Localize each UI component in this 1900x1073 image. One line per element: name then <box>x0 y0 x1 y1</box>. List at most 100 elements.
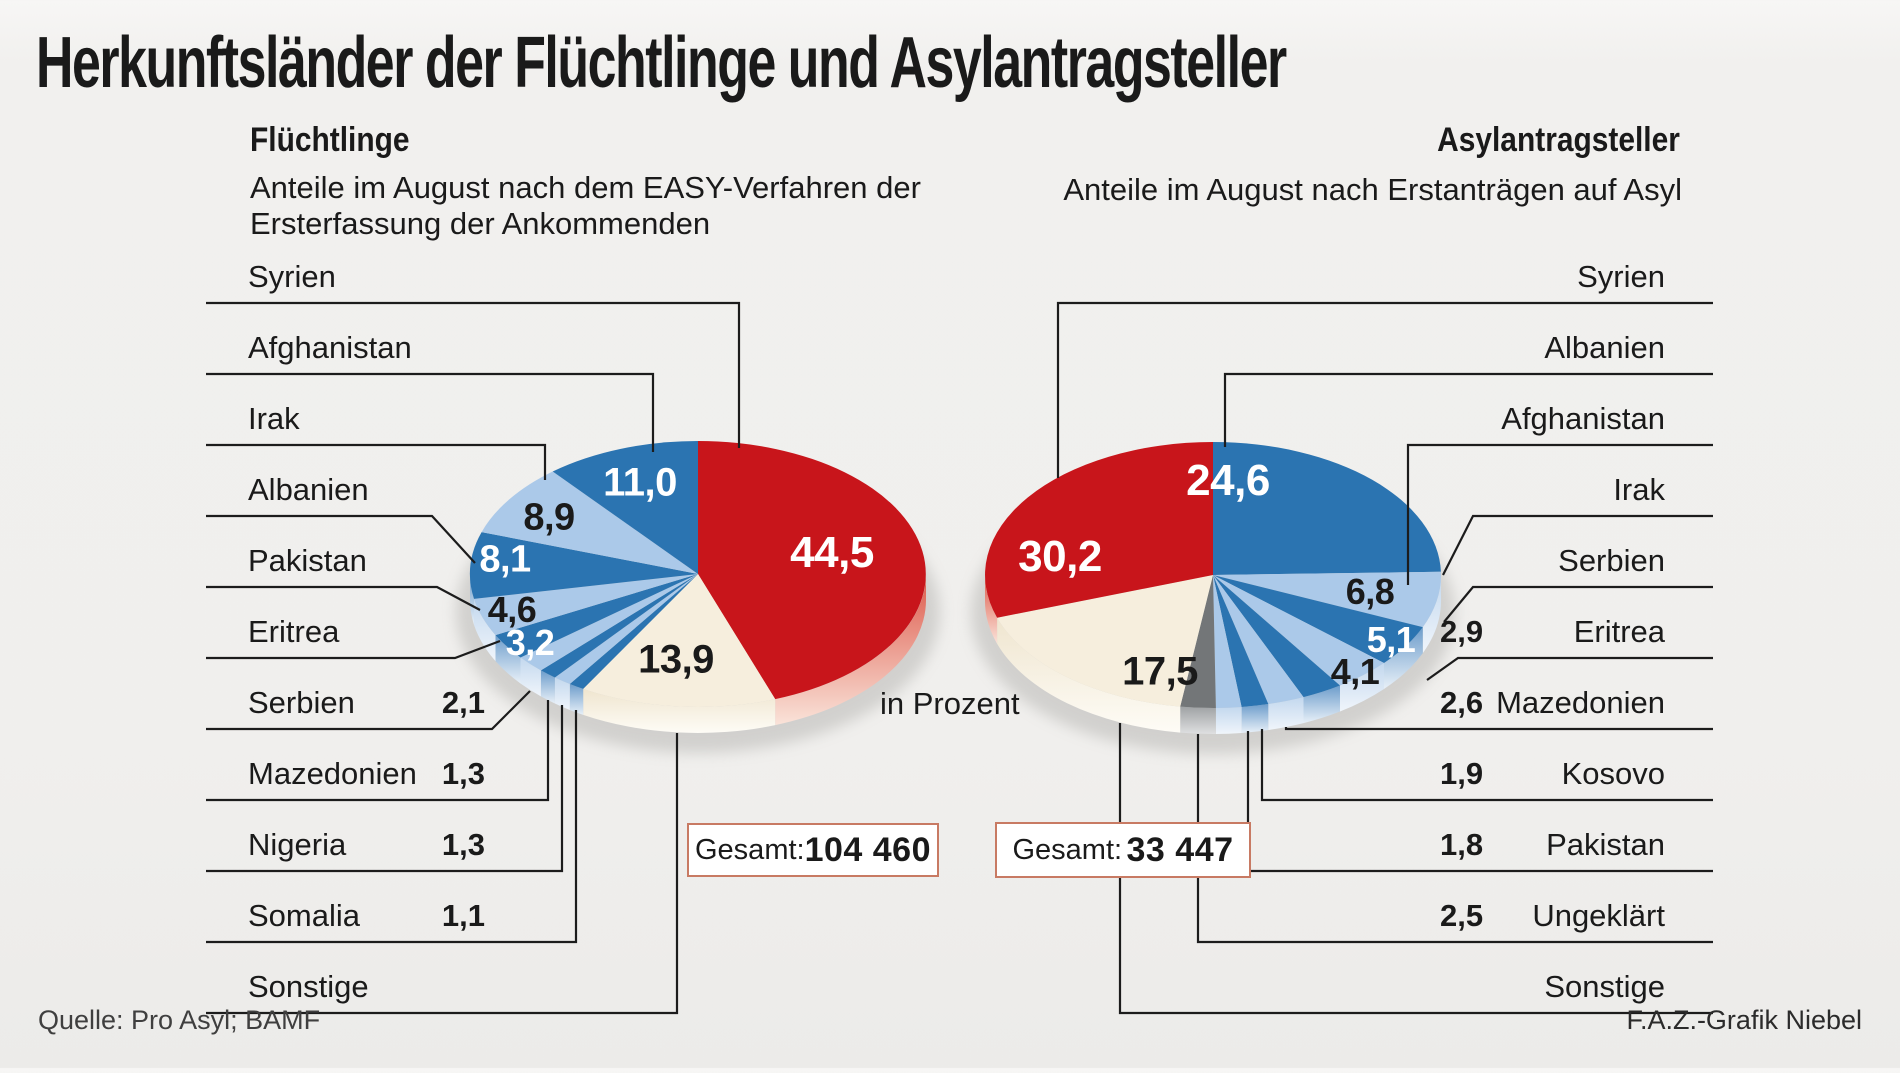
right-pie-value-Sonstige: 17,5 <box>1122 649 1198 694</box>
pie-rim-Syrien <box>775 574 926 726</box>
left-pie-value-Albanien: 8,1 <box>479 538 531 581</box>
pie-rim-Afghanistan <box>1422 575 1441 654</box>
left-pie-value-Syrien: 44,5 <box>790 528 874 577</box>
leader-lines <box>206 301 1713 1015</box>
pie-rim-Irak <box>1384 627 1423 689</box>
left-legend-value-Mazedonien: 1,3 <box>441 756 485 791</box>
left-legend-label-Syrien: Syrien <box>248 259 336 294</box>
right-chart-heading: Asylantragsteller <box>1437 121 1680 159</box>
pie-slice-Albanien <box>1213 442 1441 575</box>
pie-rim-Albanien <box>469 574 474 625</box>
pie-slice-Irak <box>1213 575 1423 663</box>
pie-slice-Sonstige <box>583 574 776 707</box>
left-pie-value-Afghanistan: 11,0 <box>603 460 677 505</box>
left-pie-value-Sonstige: 13,9 <box>638 637 714 682</box>
left-legend-label-Pakistan: Pakistan <box>248 543 367 578</box>
unit-note: in Prozent <box>880 686 1020 721</box>
pie-rim-Eritrea <box>1303 685 1340 724</box>
right-legend-value-Pakistan: 1,8 <box>1440 827 1484 862</box>
right-pie-value-Serbien: 4,1 <box>1330 651 1380 692</box>
pie-slice-Syrien <box>698 441 926 700</box>
pie-slice-Syrien <box>985 442 1213 618</box>
left-total-box: Gesamt: 104 460 <box>687 823 939 877</box>
pie-rim-Serbien <box>520 657 541 697</box>
right-legend-label-Irak: Irak <box>1613 472 1665 507</box>
pie-slice-Pakistan <box>1213 575 1242 708</box>
left-chart-subtitle-line2: Ersterfassung der Ankommenden <box>250 206 711 241</box>
pie-slice-Pakistan <box>474 574 698 636</box>
right-legend-label-Kosovo: Kosovo <box>1561 756 1665 791</box>
left-pie-value-Eritrea: 3,2 <box>505 622 555 663</box>
right-total-box: Gesamt: 33 447 <box>995 822 1251 878</box>
pie-rim-Serbien <box>1340 663 1384 712</box>
left-legend-label-Serbien: Serbien <box>248 685 355 720</box>
right-legend-value-Mazedonien: 2,6 <box>1440 685 1484 720</box>
right-pie-value-Syrien: 30,2 <box>1018 532 1102 581</box>
left-pie <box>469 441 926 733</box>
left-legend-label-Nigeria: Nigeria <box>248 827 347 862</box>
right-total-label: Gesamt: <box>1012 833 1123 866</box>
credit-note: F.A.Z.-Grafik Niebel <box>1626 1005 1862 1035</box>
pie-rim-Ungeklärt <box>1180 706 1216 735</box>
left-chart-subtitle: Anteile im August nach dem EASY-Verfahre… <box>250 170 921 242</box>
left-chart-subtitle-line1: Anteile im August nach dem EASY-Verfahre… <box>250 170 921 205</box>
right-pie-value-Albanien: 24,6 <box>1186 456 1270 505</box>
left-legend-value-Nigeria: 1,3 <box>441 827 485 862</box>
right-legend-label-Afghanistan: Afghanistan <box>1501 401 1665 436</box>
source-note: Quelle: Pro Asyl; BAMF <box>38 1005 321 1035</box>
right-legend-label-Mazedonien: Mazedonien <box>1496 685 1665 720</box>
pie-rim-Sonstige <box>997 617 1181 733</box>
pie-rim-Sonstige <box>583 688 776 733</box>
right-legend-label-Albanien: Albanien <box>1544 330 1665 365</box>
left-legend-value-Somalia: 1,1 <box>441 898 485 933</box>
right-legend-label-Sonstige: Sonstige <box>1544 969 1665 1004</box>
left-legend-label-Irak: Irak <box>248 401 300 436</box>
pie-slice-Mazedonien <box>540 574 698 678</box>
right-legend-value-Ungeklärt: 2,5 <box>1440 898 1484 933</box>
left-legend-value-Serbien: 2,1 <box>441 685 485 720</box>
left-legend-label-Eritrea: Eritrea <box>248 614 340 649</box>
right-legend-label-Syrien: Syrien <box>1577 259 1665 294</box>
left-total-value: 104 460 <box>804 830 931 869</box>
right-legend-value-Kosovo: 1,9 <box>1440 756 1484 791</box>
pie-slice-Afghanistan <box>1213 571 1441 628</box>
pie-rim-Mazedonien <box>540 670 555 704</box>
right-legend-label-Serbien: Serbien <box>1558 543 1665 578</box>
page-title: Herkunftsländer der Flüchtlinge und Asyl… <box>36 23 1287 103</box>
left-legend-label-Sonstige: Sonstige <box>248 969 369 1004</box>
right-legend-label-Eritrea: Eritrea <box>1573 614 1665 649</box>
pie-rim-Pakistan <box>1215 707 1242 734</box>
left-legend-label-Albanien: Albanien <box>248 472 369 507</box>
right-chart-subtitle: Anteile im August nach Erstanträgen auf … <box>1063 172 1682 207</box>
right-legend-label-Ungeklärt: Ungeklärt <box>1532 898 1665 933</box>
pie-slice-Mazedonien <box>1213 575 1304 704</box>
pie-slice-Irak <box>481 471 698 574</box>
pie-slice-Kosovo <box>1213 575 1269 707</box>
pie-slice-Albanien <box>469 532 698 599</box>
right-total-value: 33 447 <box>1126 830 1234 869</box>
left-pie-value-Irak: 8,9 <box>523 496 575 539</box>
pie-rim-Mazedonien <box>1268 697 1304 730</box>
pie-slice-Sonstige <box>997 575 1213 707</box>
left-chart-heading: Flüchtlinge <box>250 121 410 159</box>
left-total-label: Gesamt: <box>695 833 805 866</box>
right-pie-value-Irak: 5,1 <box>1366 619 1416 660</box>
right-pie <box>985 442 1441 735</box>
pie-slice-Eritrea <box>1213 575 1340 698</box>
left-pie-value-Pakistan: 4,6 <box>487 589 537 630</box>
left-legend-label-Somalia: Somalia <box>248 898 360 933</box>
pie-rim-Kosovo <box>1241 704 1269 733</box>
pie-slice-Eritrea <box>495 574 698 658</box>
pie-rim-Somalia <box>569 684 584 715</box>
left-legend-label-Afghanistan: Afghanistan <box>248 330 412 365</box>
pie-slice-Serbien <box>1213 575 1384 686</box>
pie-slice-Somalia <box>569 574 698 689</box>
pie-rim-Eritrea <box>495 635 521 684</box>
pie-rim-Syrien <box>985 575 998 644</box>
pie-slice-Afghanistan <box>552 441 698 574</box>
pie-slice-Serbien <box>520 574 698 671</box>
pie-slice-Ungeklärt <box>1180 575 1216 709</box>
right-pie-value-Afghanistan: 6,8 <box>1345 571 1395 612</box>
